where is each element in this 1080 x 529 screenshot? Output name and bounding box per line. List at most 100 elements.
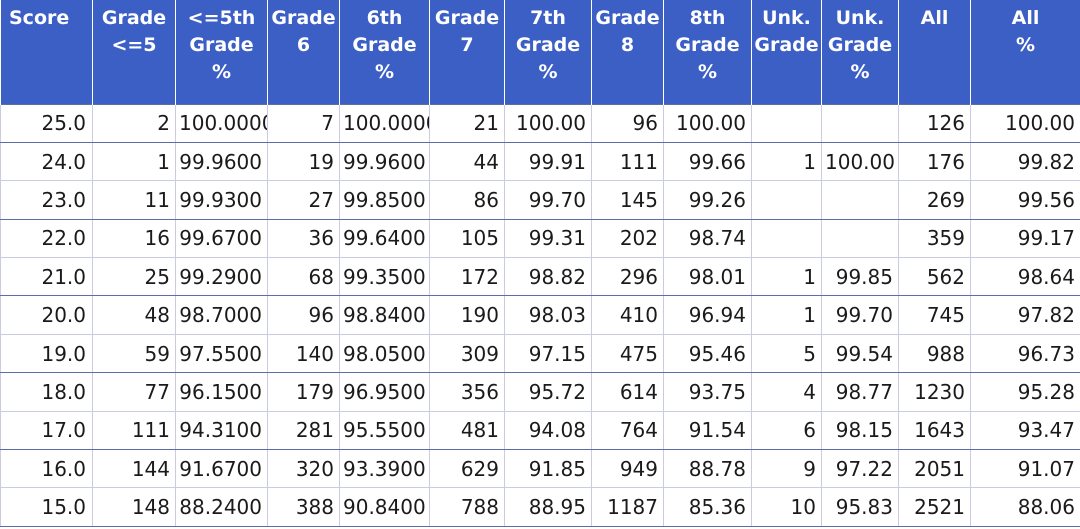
- table-cell: 88.78: [663, 449, 752, 489]
- table-cell: 88.95: [504, 487, 592, 527]
- table-cell: 148: [92, 487, 176, 527]
- header-grade-5-pct: <=5th Grade%: [175, 0, 268, 104]
- table-cell: 179: [267, 372, 340, 412]
- score-cell: 16.0: [0, 449, 93, 489]
- table-cell: 91.85: [504, 449, 592, 489]
- table-cell: 99.3500: [339, 257, 430, 297]
- table-cell: 144: [92, 449, 176, 489]
- table-cell: 98.7000: [175, 295, 268, 335]
- table-cell: 1187: [591, 487, 664, 527]
- table-cell: 190: [429, 295, 505, 335]
- table-cell: 96: [591, 103, 664, 143]
- table-row: 23.0 11 99.9300 27 99.8500 86 99.70 145 99.26 269…: [0, 180, 1080, 220]
- table-cell: 95.5500: [339, 410, 430, 451]
- table-cell: 949: [591, 449, 664, 489]
- table-cell: 764: [591, 410, 664, 451]
- table-cell: 85.36: [663, 487, 752, 527]
- table-cell: 2051: [898, 449, 971, 489]
- table-cell: 99.8500: [339, 180, 430, 220]
- table-cell: [821, 218, 899, 259]
- table-cell: 91.07: [970, 449, 1080, 489]
- table-cell: 98.01: [663, 257, 752, 297]
- table-cell: 100.0000: [339, 103, 430, 143]
- table-cell: 99.70: [504, 180, 592, 220]
- header-unk-grade-count: Unk. Grade: [751, 0, 822, 104]
- table-cell: 96: [267, 295, 340, 335]
- table-cell: 99.70: [821, 295, 899, 335]
- table-cell: 126: [898, 103, 971, 143]
- table-cell: 99.66: [663, 141, 752, 182]
- table-cell: 388: [267, 487, 340, 527]
- table-cell: 99.6700: [175, 218, 268, 259]
- table-cell: 91.6700: [175, 449, 268, 489]
- table-cell: 68: [267, 257, 340, 297]
- table-cell: 745: [898, 295, 971, 335]
- table-cell: 95.46: [663, 333, 752, 374]
- table-cell: 97.22: [821, 449, 899, 489]
- table-cell: 788: [429, 487, 505, 527]
- table-cell: 111: [591, 141, 664, 182]
- table-cell: 93.75: [663, 372, 752, 412]
- table-cell: 25: [92, 257, 176, 297]
- table-cell: 1643: [898, 410, 971, 451]
- table-row: 20.0 48 98.7000 96 98.8400 190 98.03 410 96.94 1 9…: [0, 295, 1080, 335]
- header-grade-7-count: Grade 7: [429, 0, 505, 104]
- table-cell: 95.28: [970, 372, 1080, 412]
- table-cell: 99.54: [821, 333, 899, 374]
- table-cell: 48: [92, 295, 176, 335]
- table-body: 25.0 2 100.0000 7 100.0000 21 100.00 96 100.00 12…: [0, 103, 1080, 527]
- score-cell: 25.0: [0, 103, 93, 143]
- table-cell: 97.15: [504, 333, 592, 374]
- table-cell: 176: [898, 141, 971, 182]
- table-cell: 97.82: [970, 295, 1080, 335]
- table-cell: [751, 180, 822, 220]
- table-cell: 1: [92, 141, 176, 182]
- table-cell: 59: [92, 333, 176, 374]
- table-cell: 988: [898, 333, 971, 374]
- table-cell: 98.77: [821, 372, 899, 412]
- table-cell: 91.54: [663, 410, 752, 451]
- table-cell: 86: [429, 180, 505, 220]
- table-row: 15.0 148 88.2400 388 90.8400 788 88.95 1187 85.3…: [0, 487, 1080, 527]
- table-cell: 99.17: [970, 218, 1080, 259]
- table-cell: 98.15: [821, 410, 899, 451]
- table-cell: 94.3100: [175, 410, 268, 451]
- score-cell: 22.0: [0, 218, 93, 259]
- table-row: 17.0 111 94.3100 281 95.5500 481 94.08 764 91.54…: [0, 410, 1080, 451]
- table-cell: 19: [267, 141, 340, 182]
- table-cell: 96.94: [663, 295, 752, 335]
- score-cell: 17.0: [0, 410, 93, 451]
- table-cell: 88.06: [970, 487, 1080, 527]
- table-row: 24.0 1 99.9600 19 99.9600 44 99.91 111 99.66 1 100…: [0, 141, 1080, 182]
- table-cell: 98.8400: [339, 295, 430, 335]
- header-grade-8-count: Grade 8: [591, 0, 664, 104]
- table-cell: 90.8400: [339, 487, 430, 527]
- table-cell: 96.73: [970, 333, 1080, 374]
- table-cell: 320: [267, 449, 340, 489]
- table-cell: 99.82: [970, 141, 1080, 182]
- table-cell: 2: [92, 103, 176, 143]
- table-cell: 99.9600: [175, 141, 268, 182]
- table-cell: 98.0500: [339, 333, 430, 374]
- table-cell: 77: [92, 372, 176, 412]
- table-cell: 7: [267, 103, 340, 143]
- table-cell: 97.5500: [175, 333, 268, 374]
- table-cell: 99.2900: [175, 257, 268, 297]
- table-cell: [821, 103, 899, 143]
- table-cell: 93.3900: [339, 449, 430, 489]
- table-cell: 172: [429, 257, 505, 297]
- table-cell: 21: [429, 103, 505, 143]
- table-cell: 410: [591, 295, 664, 335]
- table-row: 21.0 25 99.2900 68 99.3500 172 98.82 296 98.01 1 9…: [0, 257, 1080, 297]
- table-cell: 98.74: [663, 218, 752, 259]
- table-cell: 96.9500: [339, 372, 430, 412]
- score-cell: 15.0: [0, 487, 93, 527]
- table-cell: 99.85: [821, 257, 899, 297]
- score-cell: 18.0: [0, 372, 93, 412]
- table-cell: 100.00: [504, 103, 592, 143]
- table-cell: [821, 180, 899, 220]
- header-all-count: All: [898, 0, 971, 104]
- table-cell: 309: [429, 333, 505, 374]
- table-cell: 98.03: [504, 295, 592, 335]
- table-cell: 99.26: [663, 180, 752, 220]
